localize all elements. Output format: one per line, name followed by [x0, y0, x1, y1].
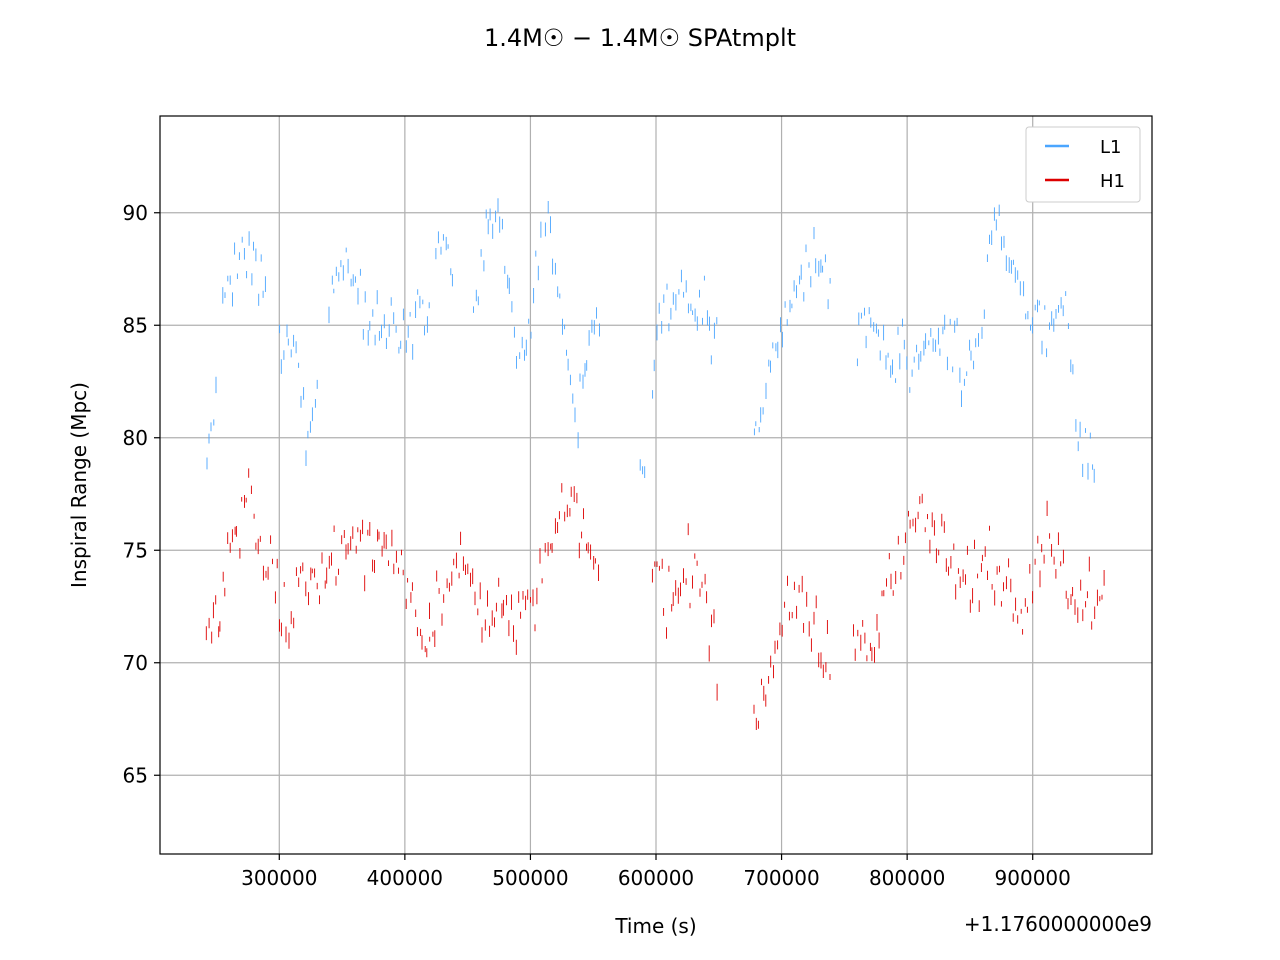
y-tick-label: 75: [123, 538, 148, 562]
grid-lines: [160, 116, 1152, 854]
series-h1: [205, 468, 1105, 730]
legend-label-h1: H1: [1100, 171, 1125, 192]
y-tick-label: 65: [123, 763, 148, 787]
data-marks: [205, 198, 1105, 730]
x-tick-label: 400000: [367, 866, 443, 890]
legend: L1 H1: [1025, 126, 1141, 203]
series-marks-h1: [205, 468, 1105, 730]
y-tick-label: 90: [123, 201, 148, 225]
y-tick-label: 80: [123, 426, 148, 450]
legend-label-l1: L1: [1100, 137, 1121, 158]
axis-ticks: 300000 400000 500000 600000 700000 800000 9000…: [123, 201, 1071, 890]
plot-frame: [159, 115, 1153, 855]
x-offset-label: +1.1760000000e9: [964, 912, 1152, 936]
series-marks-l1: [206, 198, 1095, 483]
y-tick-label: 85: [123, 313, 148, 337]
x-tick-label: 900000: [995, 866, 1071, 890]
x-tick-label: 300000: [241, 866, 317, 890]
series-l1: [206, 198, 1095, 483]
y-tick-label: 70: [123, 651, 148, 675]
chart-title: 1.4M☉ − 1.4M☉ SPAtmplt: [484, 24, 796, 52]
x-tick-label: 700000: [743, 866, 819, 890]
x-axis-label: Time (s): [614, 914, 696, 938]
x-tick-label: 800000: [869, 866, 945, 890]
x-tick-label: 500000: [492, 866, 568, 890]
x-tick-label: 600000: [618, 866, 694, 890]
y-axis-label: Inspiral Range (Mpc): [67, 382, 91, 588]
